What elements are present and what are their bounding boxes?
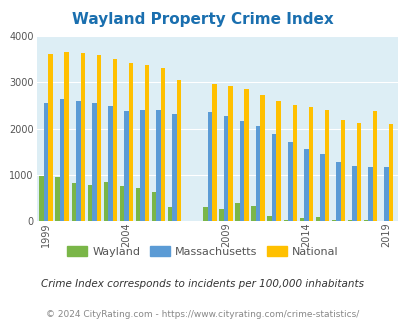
Bar: [96, 55, 101, 221]
Bar: [244, 88, 248, 221]
Bar: [255, 126, 260, 221]
Bar: [292, 105, 296, 221]
Bar: [207, 112, 212, 221]
Bar: [331, 220, 335, 221]
Bar: [124, 111, 128, 221]
Bar: [203, 207, 207, 221]
Bar: [276, 101, 280, 221]
Bar: [388, 124, 392, 221]
Bar: [235, 203, 239, 221]
Bar: [299, 218, 303, 221]
Text: Crime Index corresponds to incidents per 100,000 inhabitants: Crime Index corresponds to incidents per…: [41, 279, 364, 289]
Bar: [80, 53, 85, 221]
Bar: [103, 182, 108, 221]
Bar: [308, 107, 312, 221]
Bar: [347, 220, 352, 221]
Bar: [367, 167, 372, 221]
Bar: [71, 183, 76, 221]
Bar: [303, 148, 308, 221]
Bar: [160, 68, 165, 221]
Bar: [92, 103, 96, 221]
Bar: [39, 176, 44, 221]
Bar: [219, 209, 223, 221]
Bar: [151, 191, 156, 221]
Bar: [55, 177, 60, 221]
Bar: [324, 110, 328, 221]
Bar: [168, 207, 172, 221]
Bar: [335, 162, 340, 221]
Bar: [223, 116, 228, 221]
Bar: [320, 154, 324, 221]
Bar: [44, 103, 48, 221]
Bar: [64, 52, 69, 221]
Bar: [271, 134, 276, 221]
Bar: [128, 63, 133, 221]
Bar: [239, 121, 244, 221]
Bar: [140, 110, 145, 221]
Bar: [260, 94, 264, 221]
Bar: [156, 110, 160, 221]
Bar: [48, 54, 53, 221]
Bar: [145, 65, 149, 221]
Bar: [356, 123, 360, 221]
Bar: [267, 216, 271, 221]
Bar: [60, 99, 64, 221]
Bar: [363, 220, 367, 221]
Text: © 2024 CityRating.com - https://www.cityrating.com/crime-statistics/: © 2024 CityRating.com - https://www.city…: [46, 310, 359, 319]
Text: Wayland Property Crime Index: Wayland Property Crime Index: [72, 12, 333, 26]
Bar: [112, 59, 117, 221]
Bar: [135, 188, 140, 221]
Bar: [384, 167, 388, 221]
Bar: [87, 185, 92, 221]
Bar: [251, 206, 255, 221]
Bar: [287, 142, 292, 221]
Bar: [228, 86, 232, 221]
Bar: [315, 217, 320, 221]
Bar: [352, 166, 356, 221]
Bar: [172, 114, 177, 221]
Bar: [283, 220, 287, 221]
Bar: [108, 106, 112, 221]
Bar: [340, 120, 344, 221]
Bar: [76, 101, 80, 221]
Bar: [177, 80, 181, 221]
Legend: Wayland, Massachusetts, National: Wayland, Massachusetts, National: [63, 242, 342, 261]
Bar: [212, 84, 216, 221]
Bar: [119, 186, 124, 221]
Bar: [372, 111, 376, 221]
